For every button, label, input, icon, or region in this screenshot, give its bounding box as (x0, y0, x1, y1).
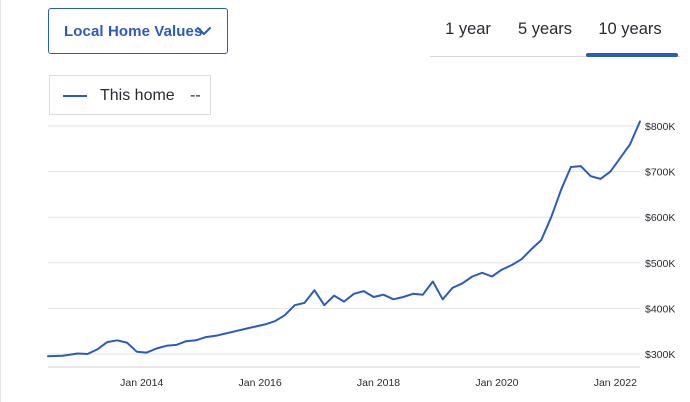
left-border (0, 0, 1, 402)
tabs-divider (430, 56, 680, 57)
x-tick-label: Jan 2016 (239, 377, 282, 389)
y-tick-label: $600K (645, 212, 675, 224)
y-tick-label: $800K (645, 121, 675, 133)
legend-series-name: This home (100, 87, 175, 104)
tab-10-years[interactable]: 10 years (598, 20, 662, 38)
y-tick-label: $300K (645, 349, 675, 361)
series-line-this-home (47, 120, 641, 358)
y-tick-label: $400K (645, 303, 675, 315)
x-tick-label: Jan 2018 (357, 377, 400, 389)
legend-swatch (63, 95, 87, 97)
y-tick-label: $700K (645, 167, 675, 179)
local-home-values-dropdown[interactable]: Local Home Values (48, 8, 228, 54)
dropdown-label: Local Home Values (64, 22, 203, 40)
y-tick-label: $500K (645, 258, 675, 270)
x-tick-label: Jan 2022 (594, 377, 637, 389)
selected-tab-indicator (586, 53, 678, 57)
chart-legend: This home -- (49, 75, 211, 115)
time-range-tabs: 1 year 5 years 10 years (430, 8, 680, 57)
x-tick-label: Jan 2014 (120, 377, 163, 389)
chevron-down-icon (197, 27, 211, 35)
tab-1-year[interactable]: 1 year (445, 20, 491, 38)
tab-5-years[interactable]: 5 years (517, 20, 573, 38)
x-tick-label: Jan 2020 (475, 377, 518, 389)
legend-series-value: -- (190, 87, 201, 104)
